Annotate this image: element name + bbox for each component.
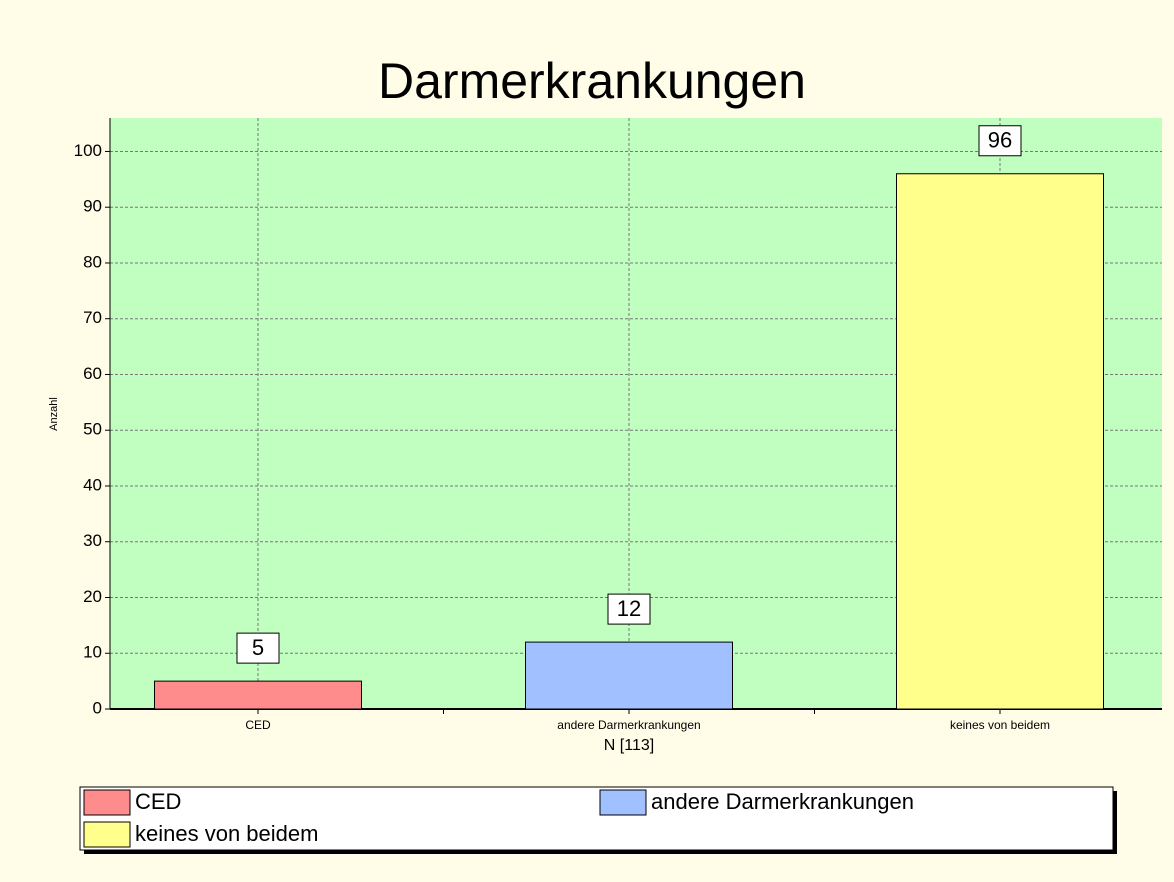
y-tick-label: 40	[83, 475, 102, 494]
legend-label: andere Darmerkrankungen	[651, 789, 914, 814]
legend-swatch	[83, 821, 131, 848]
value-label: 96	[988, 128, 1012, 153]
bar	[154, 680, 362, 710]
y-tick-label: 80	[83, 252, 102, 271]
x-tick-label: andere Darmerkrankungen	[557, 718, 700, 732]
chart-title: Darmerkrankungen	[378, 53, 806, 109]
y-axis-label: Anzahl	[48, 397, 60, 431]
y-tick-label: 60	[83, 364, 102, 383]
value-label-box	[236, 632, 280, 664]
y-tick-label: 100	[74, 141, 102, 160]
legend-label: CED	[135, 789, 181, 814]
x-tick-label: keines von beidem	[950, 718, 1050, 732]
bar	[525, 641, 733, 710]
legend	[79, 786, 1114, 851]
x-axis-label: N [113]	[604, 737, 654, 754]
y-tick-label: 0	[93, 698, 102, 717]
y-tick-label: 20	[83, 587, 102, 606]
legend-swatch	[599, 789, 647, 816]
y-tick-label: 90	[83, 197, 102, 216]
y-tick-label: 30	[83, 531, 102, 550]
value-label-box	[978, 125, 1022, 157]
value-label-box	[607, 593, 651, 625]
value-label: 5	[252, 635, 264, 660]
y-tick-label: 70	[83, 308, 102, 327]
y-tick-label: 50	[83, 420, 102, 439]
y-tick-label: 10	[83, 643, 102, 662]
value-label: 12	[617, 596, 641, 621]
bar	[896, 173, 1104, 710]
x-tick-label: CED	[245, 718, 271, 732]
legend-label: keines von beidem	[135, 821, 318, 846]
legend-swatch	[83, 789, 131, 816]
